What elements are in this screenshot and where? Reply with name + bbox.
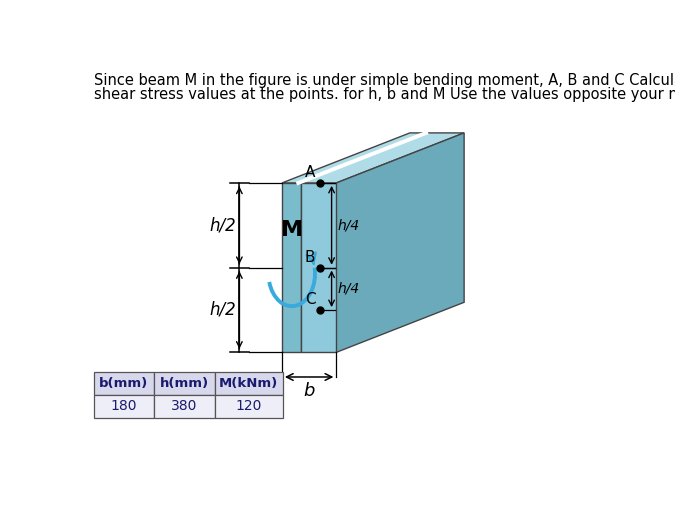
Text: $b$: $b$ (303, 382, 315, 400)
Text: 180: 180 (111, 399, 137, 413)
FancyBboxPatch shape (215, 372, 283, 395)
Text: shear stress values at the points. for h, b and M Use the values opposite your n: shear stress values at the points. for h… (94, 87, 675, 102)
Polygon shape (282, 133, 464, 183)
Text: 380: 380 (171, 399, 198, 413)
Text: Since beam M in the figure is under simple bending moment, A, B and C Calculate : Since beam M in the figure is under simp… (94, 73, 675, 88)
Text: A: A (305, 165, 315, 180)
FancyBboxPatch shape (94, 395, 154, 418)
Polygon shape (282, 183, 301, 352)
Text: M: M (281, 220, 303, 241)
FancyBboxPatch shape (94, 372, 154, 395)
Text: h/2: h/2 (209, 216, 236, 234)
Text: C: C (304, 292, 315, 307)
Text: h/2: h/2 (209, 301, 236, 319)
FancyBboxPatch shape (154, 395, 215, 418)
Text: h/4: h/4 (338, 218, 360, 232)
Text: 120: 120 (236, 399, 262, 413)
Text: b(mm): b(mm) (99, 377, 148, 390)
FancyBboxPatch shape (215, 395, 283, 418)
Text: B: B (305, 250, 315, 264)
FancyBboxPatch shape (154, 372, 215, 395)
Text: h/4: h/4 (338, 282, 360, 296)
Text: M(kNm): M(kNm) (219, 377, 278, 390)
Polygon shape (301, 183, 336, 352)
Text: h(mm): h(mm) (160, 377, 209, 390)
Polygon shape (336, 133, 464, 352)
